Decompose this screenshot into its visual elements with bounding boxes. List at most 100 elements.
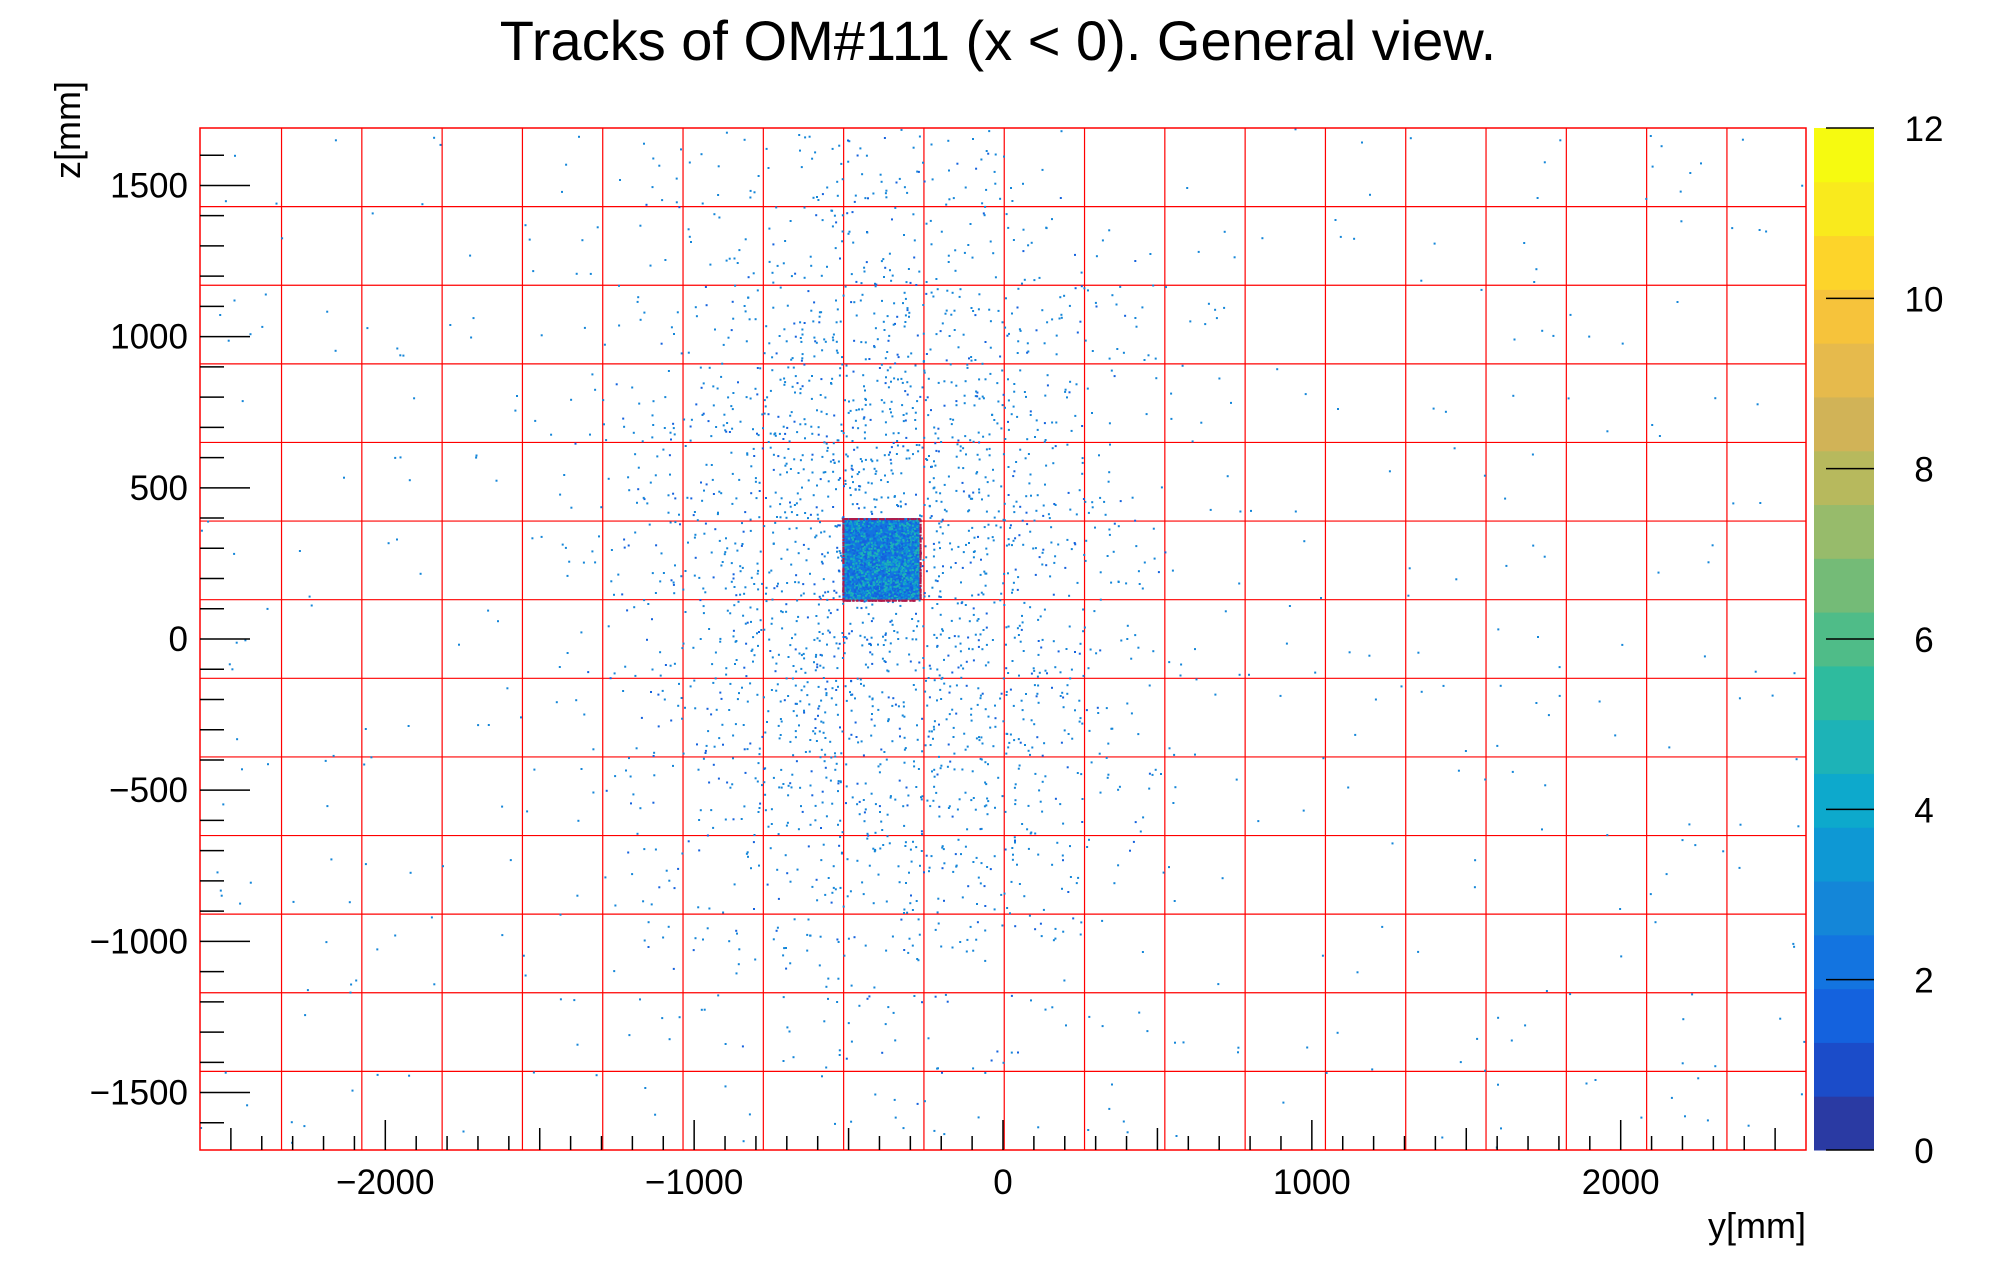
track-point bbox=[799, 786, 802, 789]
track-point bbox=[625, 769, 627, 772]
track-point bbox=[890, 577, 893, 580]
track-point bbox=[827, 997, 829, 1000]
track-point bbox=[883, 276, 885, 278]
track-point bbox=[638, 402, 641, 405]
track-point bbox=[842, 524, 845, 527]
track-point bbox=[1083, 553, 1086, 556]
track-point bbox=[940, 677, 943, 680]
track-point bbox=[897, 865, 900, 868]
track-point bbox=[745, 642, 748, 645]
track-point bbox=[861, 580, 864, 583]
track-point bbox=[1137, 570, 1140, 573]
track-point bbox=[916, 567, 919, 570]
track-point bbox=[1138, 1011, 1141, 1014]
track-point bbox=[840, 752, 843, 755]
track-point bbox=[919, 529, 922, 532]
track-point bbox=[865, 569, 868, 572]
track-point bbox=[663, 427, 666, 429]
track-point bbox=[887, 600, 890, 603]
track-point bbox=[876, 532, 878, 535]
track-point bbox=[873, 566, 876, 569]
track-point bbox=[1294, 510, 1297, 513]
track-point bbox=[871, 557, 874, 560]
track-point bbox=[762, 696, 765, 699]
track-point bbox=[956, 808, 959, 811]
track-point bbox=[828, 631, 831, 634]
track-point bbox=[935, 333, 938, 336]
track-point bbox=[890, 535, 893, 538]
track-point bbox=[841, 214, 844, 217]
track-point bbox=[867, 568, 870, 570]
track-point bbox=[1152, 527, 1155, 530]
track-point bbox=[807, 918, 810, 921]
track-point bbox=[842, 534, 845, 537]
track-point bbox=[843, 518, 846, 521]
track-point bbox=[971, 497, 974, 500]
track-point bbox=[1025, 395, 1027, 398]
track-point bbox=[824, 711, 827, 714]
track-point bbox=[901, 560, 904, 563]
track-point bbox=[842, 577, 845, 580]
track-point bbox=[1023, 895, 1026, 898]
track-point bbox=[858, 521, 860, 524]
track-point bbox=[895, 575, 898, 578]
track-point bbox=[1031, 746, 1034, 749]
track-point bbox=[846, 529, 849, 532]
track-point bbox=[894, 599, 897, 602]
track-point bbox=[965, 453, 967, 456]
track-point bbox=[789, 414, 792, 417]
track-point bbox=[785, 610, 788, 613]
track-point bbox=[821, 349, 824, 352]
track-point bbox=[1545, 990, 1548, 992]
track-point bbox=[1018, 674, 1020, 677]
track-point bbox=[874, 327, 877, 330]
track-point bbox=[902, 567, 905, 569]
track-point bbox=[847, 586, 850, 589]
track-point bbox=[999, 697, 1002, 700]
track-point bbox=[892, 567, 895, 570]
track-point bbox=[889, 591, 892, 594]
track-point bbox=[852, 399, 855, 402]
track-point bbox=[912, 518, 915, 521]
track-point bbox=[978, 378, 981, 381]
track-point bbox=[789, 501, 791, 504]
track-point bbox=[704, 522, 707, 525]
track-point bbox=[843, 954, 846, 957]
track-point bbox=[912, 453, 914, 456]
track-point bbox=[842, 593, 845, 596]
track-point bbox=[970, 713, 973, 716]
track-point bbox=[1155, 377, 1158, 380]
track-point bbox=[1285, 642, 1288, 645]
track-point bbox=[865, 154, 868, 157]
track-point bbox=[1347, 786, 1350, 789]
track-point bbox=[863, 575, 866, 578]
track-point bbox=[805, 559, 808, 562]
track-point bbox=[859, 585, 862, 588]
track-point bbox=[804, 751, 807, 753]
track-point bbox=[1053, 561, 1056, 564]
track-point bbox=[911, 530, 914, 533]
track-point bbox=[1073, 542, 1076, 544]
track-point bbox=[815, 878, 818, 881]
track-point bbox=[763, 412, 766, 415]
track-point bbox=[887, 386, 890, 389]
track-point bbox=[732, 317, 735, 320]
track-point bbox=[1080, 921, 1083, 924]
track-point bbox=[945, 510, 948, 513]
track-point bbox=[849, 531, 852, 534]
track-point bbox=[1078, 489, 1081, 492]
track-point bbox=[1036, 494, 1039, 497]
track-point bbox=[1038, 671, 1041, 674]
track-point bbox=[952, 197, 955, 200]
track-point bbox=[896, 531, 899, 534]
track-point bbox=[915, 444, 918, 446]
track-point bbox=[1569, 993, 1572, 996]
track-point bbox=[858, 813, 861, 816]
track-point bbox=[879, 537, 882, 540]
track-point bbox=[972, 613, 975, 616]
track-point bbox=[818, 315, 821, 318]
track-point bbox=[951, 708, 954, 711]
track-point bbox=[759, 550, 762, 553]
track-point bbox=[807, 547, 810, 550]
track-point bbox=[837, 941, 840, 943]
